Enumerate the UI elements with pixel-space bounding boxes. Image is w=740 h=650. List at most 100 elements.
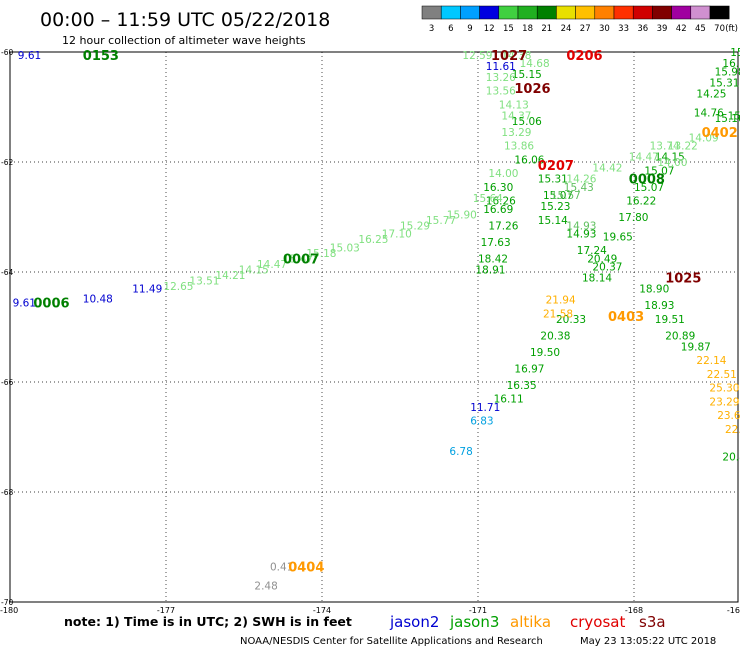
swh-value-label: 16.25 xyxy=(358,234,388,246)
satellite-legend: jason2 jason3 altika cryosat s3a xyxy=(389,613,666,631)
satellite-legend-jason3: jason3 xyxy=(449,613,499,631)
colorbar-label: 9 xyxy=(467,24,472,34)
swh-value-label: 16.69 xyxy=(483,204,513,216)
swh-value-label: 14.47 xyxy=(629,152,659,164)
swh-value-label: 13.29 xyxy=(501,127,531,139)
swh-value-label: 13.22 xyxy=(668,141,698,153)
swh-value-label: 17.10 xyxy=(382,229,412,241)
swh-value-label: 15.31 xyxy=(709,77,739,89)
colorbar-swatch xyxy=(440,5,461,20)
swh-value-label: 15.18 xyxy=(306,248,336,260)
swh-value-label: 17.80 xyxy=(618,212,648,224)
swh-value-label: 15.98 xyxy=(715,66,740,78)
pass-time-label: 1026 xyxy=(514,82,550,97)
pass-time-label: 0404 xyxy=(288,560,324,575)
y-tick-label: -66 xyxy=(1,378,13,387)
colorbar-legend: 3 6 9 12 15 18 21 24 27 30 33 36 39 42 45 70 (ft) xyxy=(421,5,738,34)
y-tick-label: -60 xyxy=(1,48,13,57)
swh-value-label: 22.67 xyxy=(725,424,740,436)
colorbar-swatch xyxy=(498,5,519,20)
swh-value-label: 18.42 xyxy=(478,253,508,265)
swh-value-label: 23.29 xyxy=(709,396,739,408)
swh-value-label: 23.68 xyxy=(717,410,740,422)
swh-value-label: 14.13 xyxy=(499,99,529,111)
swh-value-label: 15.16 xyxy=(715,113,740,125)
swh-value-label: 13.26 xyxy=(486,72,516,84)
y-tick-label: -64 xyxy=(1,268,13,277)
colorbar-swatch xyxy=(536,5,557,20)
swh-value-label: 13.74 xyxy=(650,141,680,153)
swh-value-label: 18.93 xyxy=(644,300,674,312)
swh-value-label: 14.76 xyxy=(694,108,724,120)
swh-value-label: 15.57 xyxy=(551,190,581,202)
plot-frame xyxy=(9,51,739,603)
swh-value-label: 15.14 xyxy=(538,215,568,227)
swh-value-label: 6.78 xyxy=(449,446,472,458)
swh-value-label: 6.83 xyxy=(470,416,493,428)
colorbar-label: 24 xyxy=(561,24,572,34)
colorbar-label: 18 xyxy=(522,24,533,34)
pass-time-label: 0008 xyxy=(629,173,665,188)
swh-value-label: 14.09 xyxy=(689,132,719,144)
swh-value-label: 14.93 xyxy=(566,229,596,241)
swh-value-label: 15.15 xyxy=(512,69,542,81)
grid-lines xyxy=(10,52,738,602)
colorbar-unit: (ft) xyxy=(725,24,738,34)
pass-time-label: 0403 xyxy=(608,310,644,325)
y-tick-label: -68 xyxy=(1,488,13,497)
swh-value-label: 15.77 xyxy=(426,215,456,227)
x-tick-label: -180 xyxy=(0,606,18,615)
swh-value-label: 20.38 xyxy=(540,330,570,342)
swh-value-label: 21.94 xyxy=(546,295,576,307)
swh-value-label: 14.00 xyxy=(657,157,687,169)
swh-value-label: 15.06 xyxy=(512,116,542,128)
swh-value-label: 15.07 xyxy=(634,182,664,194)
swh-value-label: 15.15 xyxy=(728,110,740,122)
colorbar-label: 36 xyxy=(637,24,648,34)
colorbar-swatch xyxy=(690,5,711,20)
x-tick-label: -171 xyxy=(469,606,487,615)
colorbar-swatch xyxy=(594,5,615,20)
swh-value-label: 15.43 xyxy=(564,182,594,194)
swh-value-label: 17.63 xyxy=(481,237,511,249)
swh-value-label: 14.38 xyxy=(501,50,531,62)
swh-value-label: 11.61 xyxy=(486,61,516,73)
swh-value-label: 17.26 xyxy=(488,220,518,232)
footer-note: note: 1) Time is in UTC; 2) SWH is in fe… xyxy=(64,614,352,629)
pass-time-label: 0006 xyxy=(33,296,69,311)
colorbar-label: 42 xyxy=(676,24,687,34)
swh-value-label: 15.07 xyxy=(644,165,674,177)
swh-value-label: 19.51 xyxy=(655,314,685,326)
swh-value-label: 16.35 xyxy=(507,380,537,392)
chart-title: 00:00 – 11:59 UTC 05/22/2018 xyxy=(40,9,330,31)
swh-value-label: 15.47 xyxy=(283,253,313,265)
pass-time-label: 1025 xyxy=(665,272,701,287)
swh-value-label: 15.31 xyxy=(538,174,568,186)
colorbar-swatch xyxy=(556,5,576,20)
colorbar-swatch xyxy=(632,5,653,20)
satellite-legend-s3a: s3a xyxy=(639,613,666,631)
swh-value-label: 14.47 xyxy=(257,259,287,271)
satellite-legend-altika: altika xyxy=(510,613,551,631)
swh-value-label: 18.14 xyxy=(582,273,612,285)
swh-value-label: 15.03 xyxy=(330,242,360,254)
swh-value-label: 15.23 xyxy=(540,201,570,213)
swh-value-label: 10.48 xyxy=(83,293,113,305)
swh-value-label: 20.37 xyxy=(592,262,622,274)
swh-value-label: 18.90 xyxy=(639,284,669,296)
colorbar-swatch xyxy=(421,5,442,20)
x-tick-label: -174 xyxy=(313,606,331,615)
swh-value-label: 15.90 xyxy=(447,209,477,221)
swh-value-label: 15.29 xyxy=(400,220,430,232)
swh-value-label: 16.26 xyxy=(486,196,516,208)
swh-value-label: 18.91 xyxy=(475,264,505,276)
swh-value-label: 11.49 xyxy=(132,284,162,296)
swh-value-label: 21.58 xyxy=(543,308,573,320)
pass-time-label: 0206 xyxy=(566,49,602,64)
swh-value-label: 14.37 xyxy=(501,110,531,122)
swh-value-label: 17.24 xyxy=(577,245,607,257)
footer-credit: NOAA/NESDIS Center for Satellite Applica… xyxy=(240,636,543,647)
swh-value-label: 14.15 xyxy=(239,264,269,276)
colorbar-label: 39 xyxy=(657,24,668,34)
